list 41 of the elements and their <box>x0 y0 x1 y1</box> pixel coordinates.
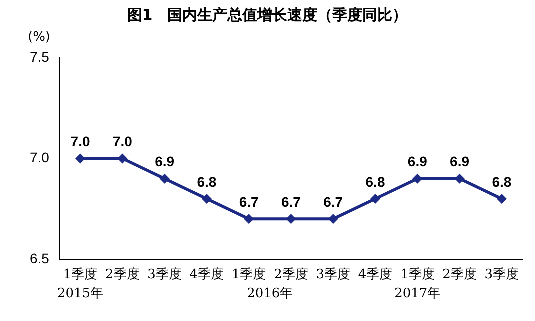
text: 2016年 <box>247 286 294 302</box>
point <box>160 174 170 184</box>
y-axis-title: (%) <box>28 30 50 45</box>
point <box>412 174 423 184</box>
x-tick-label: 3季度 <box>148 266 182 283</box>
data-label: 6.8 <box>492 174 512 190</box>
data-label: 6.7 <box>324 194 344 210</box>
x-tick-label: 1季度 <box>63 266 98 283</box>
x-tick-label: 1季度 <box>232 266 266 283</box>
data-label: 6.9 <box>155 154 175 170</box>
x-tick-label: 4季度 <box>358 266 393 283</box>
point <box>496 194 507 204</box>
y-tick-label: 7.0 <box>30 150 50 166</box>
point <box>202 194 212 204</box>
data-label: 7.0 <box>70 134 90 150</box>
y-tick-label: 6.5 <box>30 250 50 266</box>
data-label: 6.7 <box>239 194 260 210</box>
point <box>286 214 296 224</box>
x-tick-label: 3季度 <box>484 266 520 283</box>
x-tick-label: 4季度 <box>190 266 224 283</box>
text: 2015年 <box>57 286 104 302</box>
point <box>454 174 465 184</box>
point <box>370 194 381 204</box>
x-tick-label: 2季度 <box>274 266 308 283</box>
chart-title: 图1 国内生产总值增长速度（季度同比） <box>126 6 409 25</box>
text: 2017年 <box>394 286 441 302</box>
point <box>328 214 338 224</box>
data-label: 6.9 <box>450 154 470 170</box>
point <box>76 154 86 164</box>
data-label: 6.7 <box>281 194 302 210</box>
data-label: 7.0 <box>112 134 133 150</box>
x-tick-label: 3季度 <box>316 266 351 283</box>
x-tick-label: 2季度 <box>106 266 140 283</box>
point <box>118 154 128 164</box>
y-tick-label: 7.5 <box>30 48 50 65</box>
x-tick-label: 1季度 <box>400 266 435 283</box>
x-tick-label: 2季度 <box>442 266 477 283</box>
point <box>244 214 254 224</box>
data-label: 6.8 <box>197 174 217 190</box>
data-label: 6.8 <box>366 174 386 190</box>
data-label: 6.9 <box>408 154 428 170</box>
